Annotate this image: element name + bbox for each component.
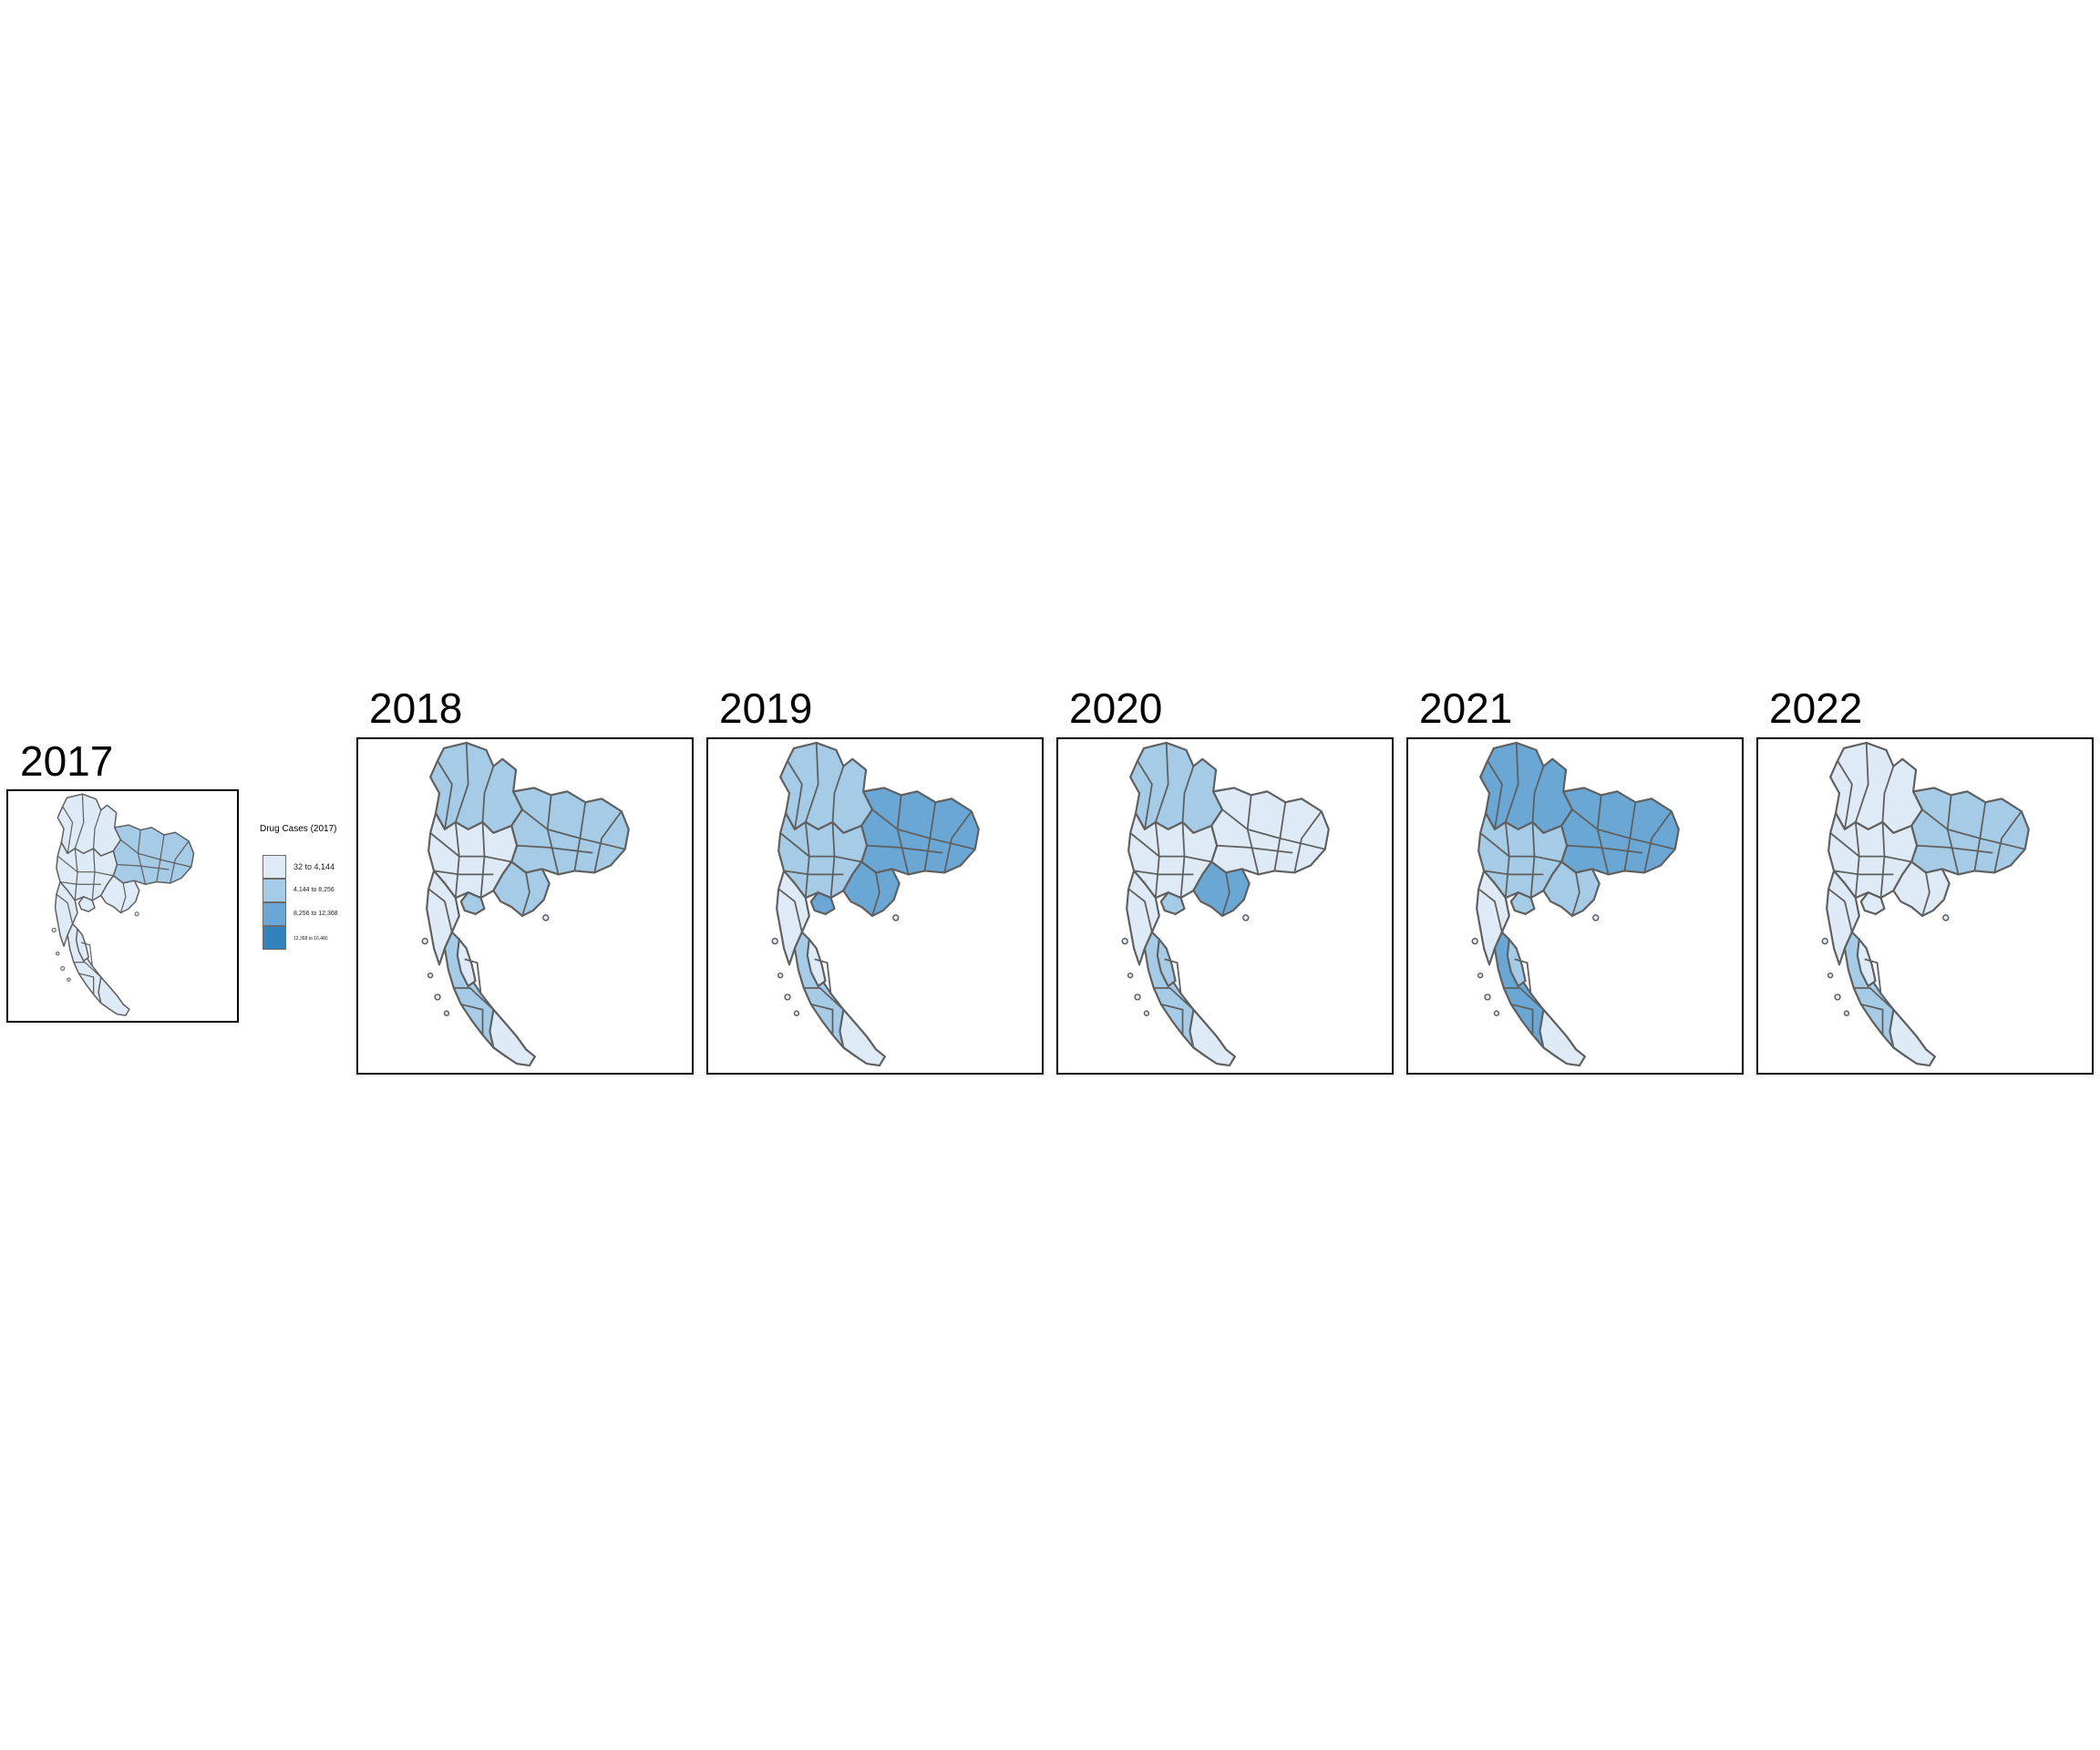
panel-title-2017: 2017 [20,737,114,785]
panel-title-2019: 2019 [719,685,813,732]
legend-label-3: 8,256 to 12,368 [293,911,338,917]
province-southwest [1856,938,1877,988]
province-east [1192,860,1251,917]
map-panel-2022 [1756,737,2094,1075]
province-layer [1126,741,1330,1067]
province-southwest [806,938,827,988]
panel-title-2018: 2018 [369,685,463,732]
province-deep-south [98,976,130,1016]
legend-swatch-1 [262,855,286,879]
province-east [842,860,901,917]
province-southwest [1156,938,1177,988]
province-east [1542,860,1601,917]
legend-swatch-4 [262,926,286,950]
province-northeast [112,824,195,886]
province-northeast [860,787,980,876]
province-northeast [1210,787,1330,876]
panel-title-2021: 2021 [1419,685,1513,732]
province-deep-south [839,1008,886,1067]
province-layer [776,741,980,1067]
map-panel-2020 [1056,737,1394,1075]
internal-borders [56,794,191,995]
province-southwest [1506,938,1527,988]
province-east [492,860,551,917]
province-northeast [1560,787,1680,876]
thailand-map-2019 [771,741,980,1067]
map-panel-2018 [356,737,694,1075]
province-east [100,875,140,914]
province-north [1479,741,1574,834]
legend-label-4: 12,368 to 16,480 [293,936,328,942]
province-layer [1826,741,2030,1067]
panel-title-2020: 2020 [1069,685,1163,732]
panel-title-2022: 2022 [1769,685,1863,732]
province-southwest [456,938,477,988]
internal-borders [1827,742,2026,1035]
internal-borders [427,742,626,1035]
province-east [1892,860,1951,917]
thailand-map-2022 [1821,741,2030,1067]
internal-borders [1477,742,1676,1035]
internal-borders [1127,742,1326,1035]
thailand-map-2021 [1471,741,1680,1067]
province-deep-south [1189,1008,1236,1067]
islands [421,914,550,1016]
province-north [429,741,524,834]
legend-label-2: 4,144 to 8,256 [293,887,335,893]
thailand-map-2018 [421,741,630,1067]
province-north [1129,741,1224,834]
islands [771,914,900,1016]
islands [1821,914,1950,1016]
islands [1471,914,1600,1016]
thailand-map-2017 [51,793,195,1016]
legend-label-1: 32 to 4,144 [293,862,335,871]
internal-borders [777,742,976,1035]
legend-title: Drug Cases (2017) [260,824,337,834]
thailand-map-2020 [1121,741,1330,1067]
map-panel-2019 [706,737,1044,1075]
province-layer [54,793,195,1016]
province-deep-south [489,1008,536,1067]
province-deep-south [1539,1008,1586,1067]
islands [1121,914,1250,1016]
map-panel-2021 [1406,737,1744,1075]
province-northeast [1910,787,2030,876]
legend-swatch-2 [262,879,286,902]
legend-swatch-3 [262,902,286,926]
province-layer [1476,741,1680,1067]
province-southwest [75,928,89,962]
province-north [779,741,874,834]
province-north [1829,741,1924,834]
islands [51,911,139,982]
legend: Drug Cases (2017) 32 to 4,144 4,144 to 8… [260,824,369,957]
province-northeast [510,787,630,876]
province-layer [426,741,630,1067]
map-panel-2017 [6,789,239,1023]
province-north [57,793,122,857]
province-deep-south [1889,1008,1936,1067]
